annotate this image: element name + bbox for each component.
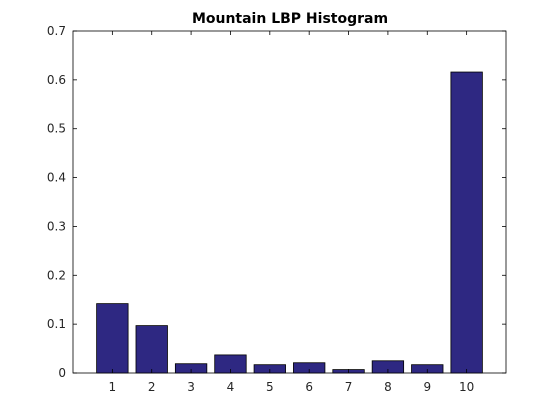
x-tick-label: 8 (384, 380, 392, 394)
x-tick-label: 4 (227, 380, 235, 394)
y-tick-label: 0.7 (47, 24, 66, 38)
axes-box (72, 30, 507, 374)
x-tick-label: 1 (109, 380, 117, 394)
y-tick-label: 0.5 (47, 122, 66, 136)
bar-10 (450, 71, 483, 374)
chart-title: Mountain LBP Histogram (192, 11, 388, 27)
x-tick-label: 10 (459, 380, 474, 394)
x-tick-label: 9 (423, 380, 431, 394)
y-tick-label: 0.4 (47, 171, 66, 185)
x-tick-label: 7 (345, 380, 353, 394)
x-tick-label: 3 (187, 380, 195, 394)
plot-area: 1 2 3 4 5 6 7 8 9 10 0 0.1 0.2 0.3 0.4 0.5 0.6 0.7 (47, 24, 507, 394)
bar-1 (96, 303, 129, 374)
x-tick-label: 2 (148, 380, 156, 394)
x-tick-label: 6 (305, 380, 313, 394)
y-tick-label: 0.1 (47, 317, 66, 331)
y-tick-label: 0.2 (47, 268, 66, 282)
bar-2 (135, 325, 168, 374)
y-tick-label: 0 (58, 366, 66, 380)
y-tick-label: 0.6 (47, 73, 66, 87)
x-tick-label: 5 (266, 380, 274, 394)
y-tick-label: 0.3 (47, 219, 66, 233)
